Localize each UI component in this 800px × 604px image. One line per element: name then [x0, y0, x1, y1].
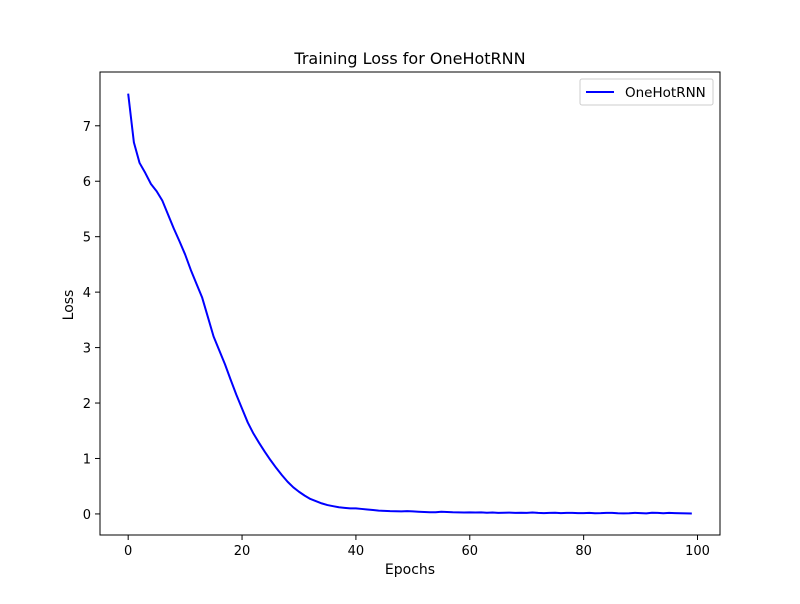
- plot-area: 0 20 40 60 80 100 0 1 2 3 4 5 6 7: [83, 71, 721, 559]
- y-tick-label-0: 0: [83, 508, 91, 523]
- y-tick-label-3: 3: [83, 342, 91, 357]
- legend: OneHotRNN: [579, 78, 714, 106]
- axes-frame: [99, 71, 721, 536]
- x-tick-label-0: 0: [124, 544, 132, 559]
- y-tick-label-6: 6: [83, 175, 91, 190]
- y-tick-label-2: 2: [83, 397, 91, 412]
- series-line-onehotrnn: [127, 93, 692, 515]
- chart-title: Training Loss for OneHotRNN: [293, 49, 525, 68]
- x-tick-label-40: 40: [348, 544, 365, 559]
- x-axis-label: Epochs: [385, 562, 435, 578]
- y-tick-label-7: 7: [83, 120, 91, 135]
- y-axis-label: Loss: [61, 290, 77, 321]
- legend-label-onehotrnn: OneHotRNN: [625, 85, 706, 101]
- y-tick-label-1: 1: [83, 452, 91, 467]
- x-tick-label-80: 80: [575, 544, 592, 559]
- x-tick-label-20: 20: [234, 544, 251, 559]
- y-tick-label-4: 4: [83, 286, 91, 301]
- x-tick-label-60: 60: [462, 544, 479, 559]
- y-tick-label-5: 5: [83, 231, 91, 246]
- x-tick-label-100: 100: [685, 544, 710, 559]
- legend-box: [579, 78, 714, 106]
